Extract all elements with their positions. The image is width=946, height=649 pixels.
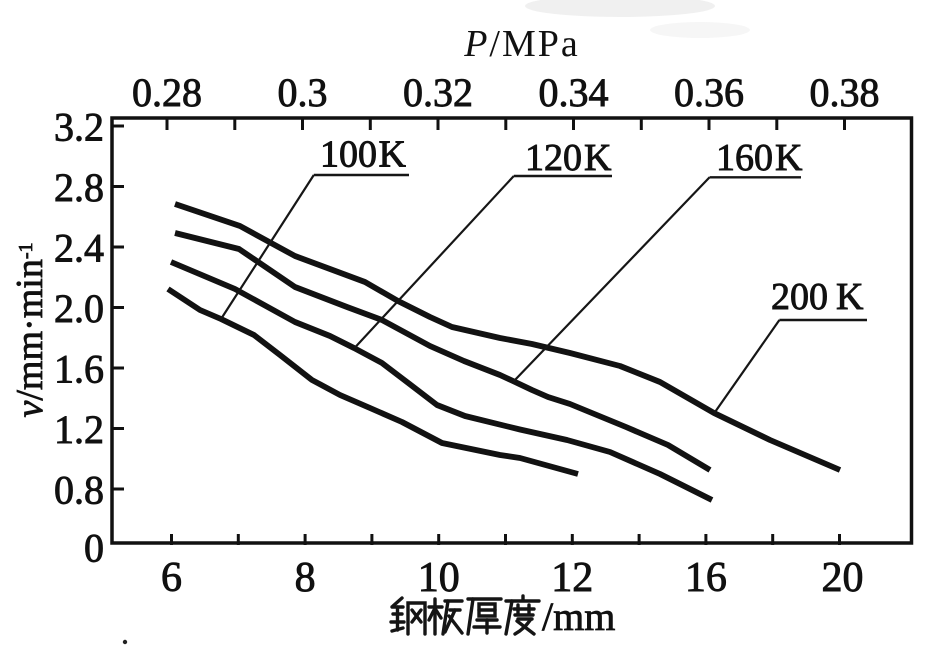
- svg-text:0.28: 0.28: [132, 70, 202, 115]
- svg-text:0.8: 0.8: [54, 467, 104, 512]
- svg-text:100: 100: [320, 134, 377, 176]
- svg-text:6: 6: [161, 555, 182, 601]
- svg-text:8: 8: [295, 555, 316, 601]
- svg-text:K: K: [379, 134, 407, 176]
- svg-text:v/mm·min-1: v/mm·min-1: [9, 243, 51, 418]
- svg-text:12: 12: [551, 555, 593, 601]
- svg-text:0: 0: [84, 525, 104, 570]
- svg-text:0.38: 0.38: [810, 70, 880, 115]
- svg-text:0.36: 0.36: [674, 70, 744, 115]
- svg-text:200: 200: [771, 276, 828, 318]
- svg-text:10: 10: [418, 555, 460, 601]
- svg-text:1.6: 1.6: [54, 346, 104, 391]
- svg-text:0.32: 0.32: [403, 70, 473, 115]
- svg-text:0.34: 0.34: [539, 70, 609, 115]
- svg-text:3.2: 3.2: [54, 104, 104, 149]
- svg-text:P/MPa: P/MPa: [463, 23, 580, 65]
- svg-text:K: K: [836, 276, 864, 318]
- svg-text:16: 16: [685, 555, 727, 601]
- svg-text:2.8: 2.8: [54, 165, 104, 210]
- svg-text:/mm: /mm: [542, 594, 615, 639]
- svg-text:2.4: 2.4: [54, 225, 104, 270]
- svg-text:K: K: [775, 137, 803, 179]
- svg-text:2.0: 2.0: [54, 286, 104, 331]
- svg-text:K: K: [584, 137, 612, 179]
- svg-text:20: 20: [822, 555, 864, 601]
- svg-text:0.3: 0.3: [278, 70, 328, 115]
- svg-text:1.2: 1.2: [54, 407, 104, 452]
- svg-text:160: 160: [716, 137, 773, 179]
- svg-text:120: 120: [525, 137, 582, 179]
